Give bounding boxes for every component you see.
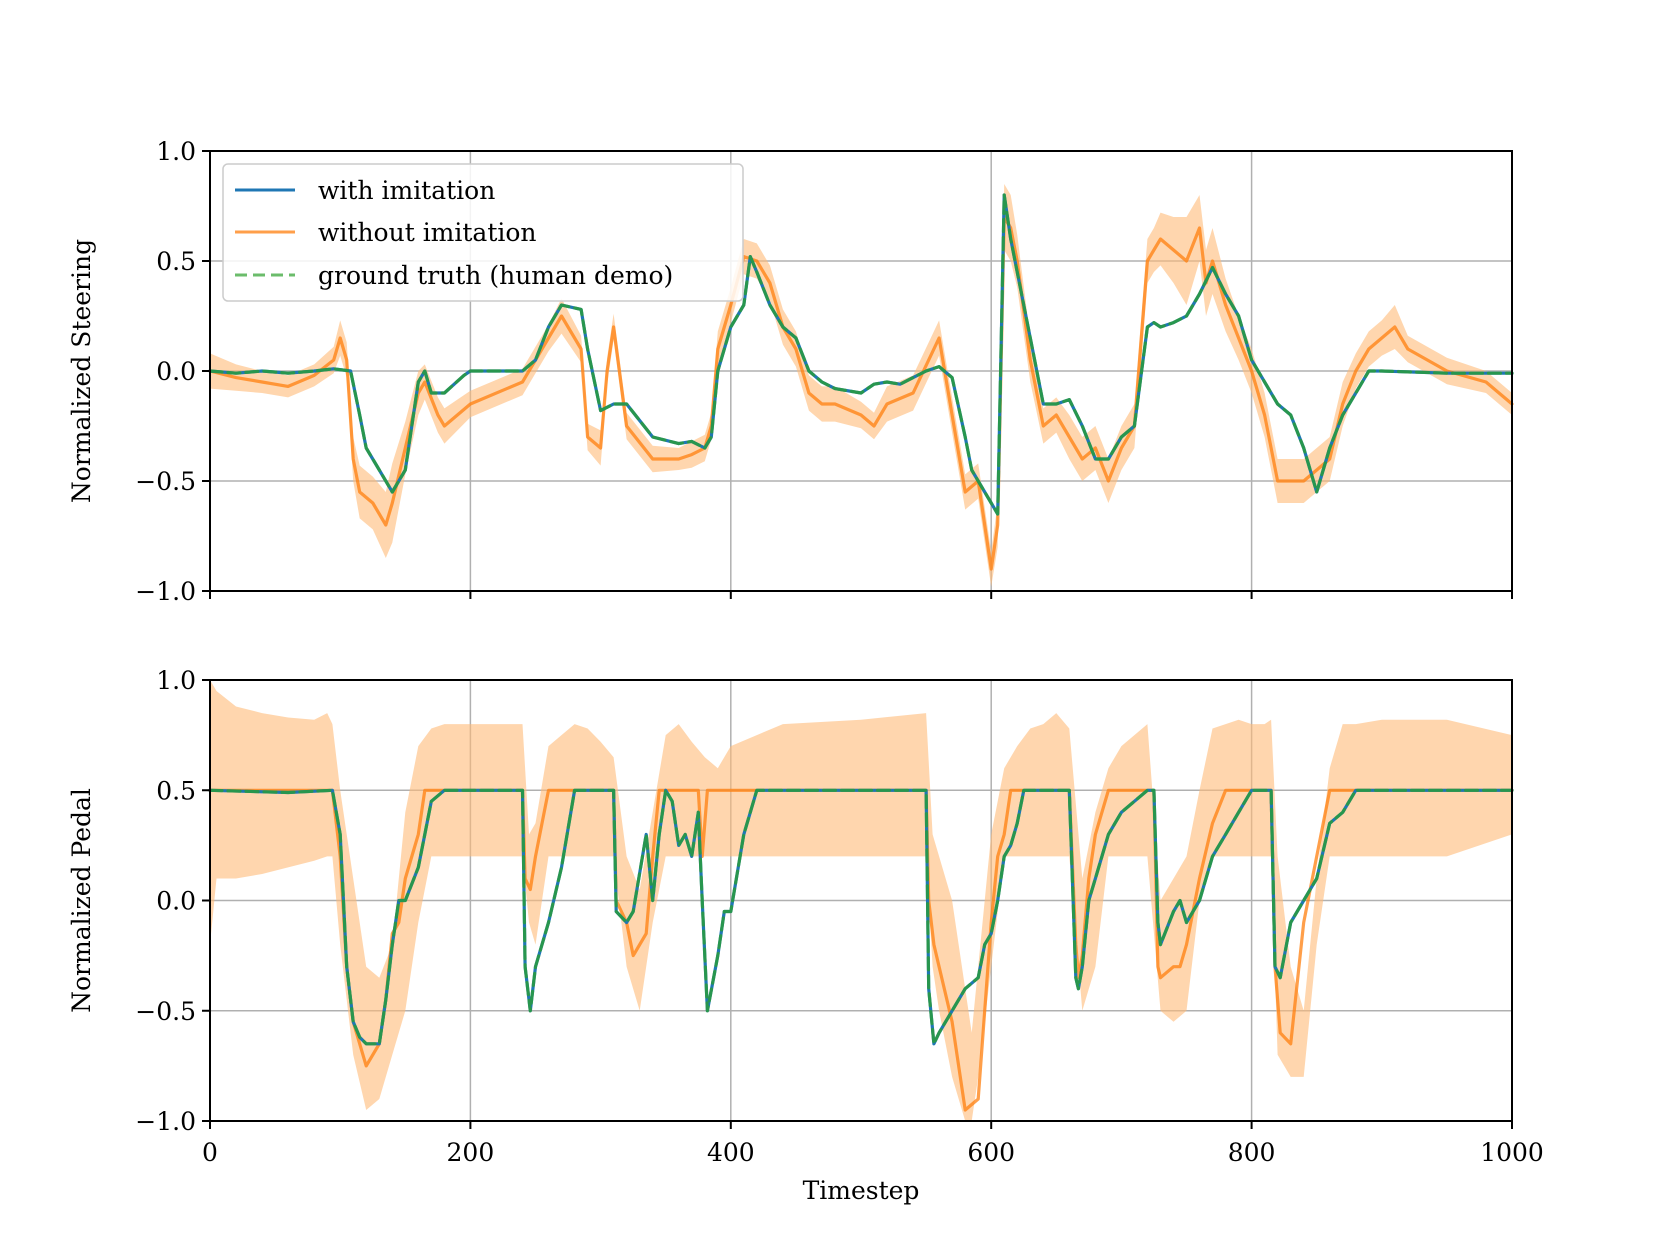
steering-y-tick-label: 0.5 <box>156 247 196 276</box>
x-tick-label: 400 <box>707 1138 755 1167</box>
pedal-band-polygon <box>210 680 1512 1121</box>
steering-y-axis-label: Normalized Steering <box>67 239 96 503</box>
steering-panel: −1.0 −0.5 0.0 0.5 1.0 Normalized Steering wi… <box>67 137 1514 606</box>
x-tick-label: 0 <box>202 1138 218 1167</box>
steering-y-tick-label: 1.0 <box>156 137 196 166</box>
steering-y-tick-label: 0.0 <box>156 357 196 386</box>
pedal-y-tick-label: −1.0 <box>135 1107 196 1136</box>
x-tick-label: 600 <box>967 1138 1015 1167</box>
legend-label-ground-truth: ground truth (human demo) <box>318 261 673 290</box>
legend-box <box>222 163 744 302</box>
pedal-y-tick-label: 1.0 <box>156 666 196 695</box>
steering-uncertainty-band <box>210 184 1512 587</box>
steering-band-polygon <box>210 184 1512 587</box>
x-tick-label: 800 <box>1228 1138 1276 1167</box>
steering-y-tick-label: −0.5 <box>135 467 196 496</box>
steering-series-ground <box>208 193 1514 516</box>
x-axis-label: Timestep <box>803 1176 920 1205</box>
steering-ticks: −1.0 −0.5 0.0 0.5 1.0 <box>135 137 1513 606</box>
pedal-ticks: 0 200 400 600 800 1000 −1.0 −0.5 0.0 0.5 1.0 <box>135 666 1544 1167</box>
legend: with imitation without imitation ground … <box>222 163 744 302</box>
pedal-y-tick-label: −0.5 <box>135 997 196 1026</box>
pedal-y-tick-label: 0.5 <box>156 776 196 805</box>
legend-label-without-imitation: without imitation <box>318 218 537 247</box>
steering-series-without-without <box>208 215 1514 571</box>
steering-series-lines <box>208 193 1514 571</box>
pedal-panel: 0 200 400 600 800 1000 −1.0 −0.5 0.0 0.5 1.0 Norma… <box>67 666 1544 1205</box>
x-tick-label: 200 <box>447 1138 495 1167</box>
pedal-uncertainty-band <box>210 680 1512 1121</box>
x-tick-label: 1000 <box>1480 1138 1544 1167</box>
pedal-y-tick-label: 0.0 <box>156 887 196 916</box>
legend-label-with-imitation: with imitation <box>318 176 495 205</box>
steering-y-tick-label: −1.0 <box>135 577 196 606</box>
pedal-series-lines <box>208 788 1514 1112</box>
pedal-y-axis-label: Normalized Pedal <box>67 788 96 1013</box>
pedal-series-ground <box>208 788 1514 1046</box>
